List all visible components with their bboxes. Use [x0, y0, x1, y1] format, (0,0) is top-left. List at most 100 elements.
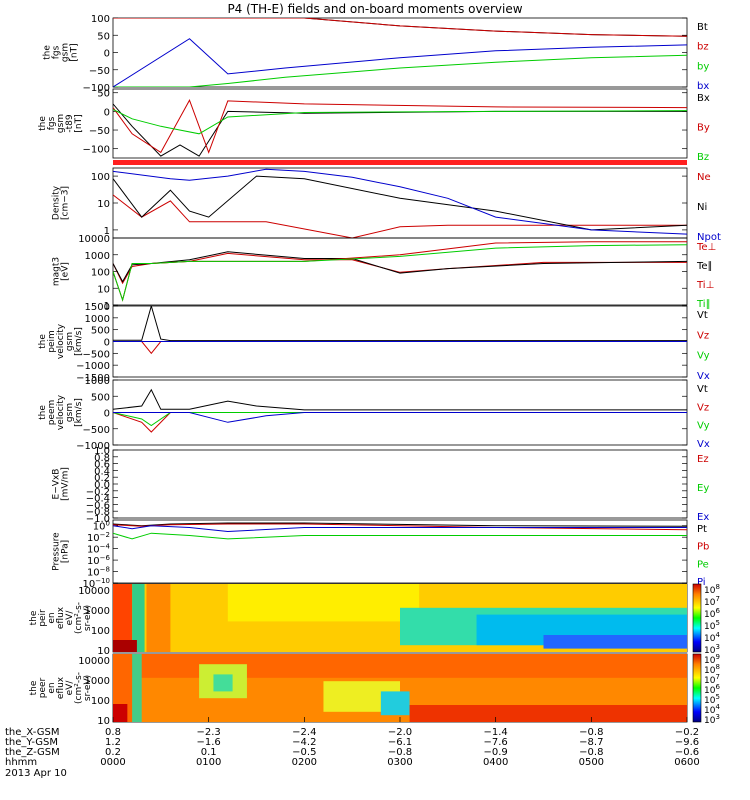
colorbar-tick-label: 106	[704, 683, 720, 696]
x-row-value: 0000	[100, 757, 125, 768]
legend-entry: Vz	[697, 330, 709, 341]
spec-patch	[113, 640, 137, 652]
spec-patch	[113, 584, 133, 652]
y-axis-label: the peim velocity gsm [km/s]	[38, 323, 84, 359]
y-label-line: [km/s]	[74, 398, 84, 427]
legend-entry: Ti∥	[696, 299, 711, 310]
y-label-line: Pressure	[52, 532, 62, 571]
legend-entry: bx	[697, 81, 709, 92]
y-label-line: the	[38, 405, 48, 420]
y-tick-label: −500	[83, 349, 110, 360]
colorbar-tick-label: 105	[704, 693, 720, 706]
spec-patch	[113, 654, 687, 678]
colorbar-tick-label: 104	[704, 631, 720, 644]
y-tick-label: 10	[97, 284, 110, 295]
legend-entry: Vt	[697, 384, 708, 395]
colorbar-tick-label: 105	[704, 619, 720, 632]
x-row-value: −0.8	[579, 747, 603, 758]
legend-entry: Bt	[697, 22, 708, 33]
y-tick-label: −1.0	[86, 514, 110, 525]
y-label-line: en	[47, 682, 57, 693]
legend-entry: Vx	[697, 371, 710, 382]
y-label-line: the	[38, 116, 48, 131]
legend-entry: Vx	[697, 439, 710, 450]
series-line-Pi	[113, 525, 687, 533]
y-label-line: gsm	[65, 332, 75, 351]
series-line-Pt	[113, 522, 687, 527]
spec-patch	[146, 584, 171, 652]
y-tick-label: 0	[104, 49, 110, 60]
x-row-value: −2.4	[292, 727, 316, 738]
y-axis-label: the peem velocity gsm [km/s]	[38, 394, 84, 430]
x-row-value: 0.2	[105, 747, 121, 758]
x-row-value: −0.2	[675, 727, 699, 738]
y-label-line: peem	[47, 400, 57, 426]
x-row-value: −8.7	[579, 737, 603, 748]
y-tick-label: −0.8	[86, 507, 110, 518]
y-tick-label: 10−8	[87, 566, 110, 579]
y-tick-label: 10−6	[87, 554, 111, 567]
y-tick-label: −0.4	[86, 494, 110, 505]
y-tick-label: 50	[97, 31, 110, 42]
x-row-label: hhmm	[5, 757, 37, 768]
y-tick-label: 0	[104, 338, 110, 349]
y-label-line: velocity	[56, 394, 66, 430]
legend-entry: Pi	[697, 577, 706, 588]
panel-efield: 1.00.80.60.40.20.0−0.2−0.4−0.6−0.8−1.0 E−…	[52, 446, 710, 525]
legend-entry: Npot	[697, 232, 721, 243]
y-axis-label: the peir en eflux eV/(cm²-s-sr-eV)	[29, 602, 93, 634]
y-tick-label: −1500	[76, 373, 110, 384]
series-line-Ti⊥	[113, 241, 687, 302]
y-tick-label: 0	[104, 409, 110, 420]
x-row-value: −7.6	[484, 737, 508, 748]
y-tick-label: 10	[97, 199, 110, 210]
y-tick-label: 10−4	[87, 543, 111, 556]
colorbar-tick-label: 109	[704, 653, 720, 666]
series-line-By	[113, 98, 687, 154]
y-tick-label: 1000	[85, 376, 110, 387]
legend-entry: by	[697, 61, 709, 72]
panel-frame	[112, 167, 688, 239]
legend-entry: Vy	[697, 421, 710, 432]
x-axis-group: the_X-GSM 0.8 −2.3 −2.4 −2.0 −1.4 −0.8 −0.2 the_…	[5, 717, 700, 779]
panel-frame	[112, 17, 688, 88]
y-label-line: (cm²-s-	[74, 672, 84, 704]
y-tick-label: 0.0	[94, 480, 110, 491]
y-tick-label: 1000	[85, 251, 110, 262]
chart-title: P4 (TH-E) fields and on-board moments ov…	[227, 2, 522, 16]
y-tick-label: 10000	[78, 234, 110, 245]
y-label-line: the	[38, 334, 48, 349]
y-tick-label: −50	[89, 126, 110, 137]
y-label-line: gsm	[65, 403, 75, 422]
series-line-Ni	[113, 175, 687, 231]
y-label-line: fgs	[52, 45, 62, 59]
y-tick-label: −0.2	[86, 487, 110, 498]
y-label-line: [nT]	[70, 43, 80, 61]
y-label-line: eflux	[56, 676, 66, 699]
y-axis-label: the fgs gsm [nT]	[43, 43, 80, 62]
y-tick-label: 1000	[85, 606, 110, 617]
y-label-line: eV/	[65, 680, 75, 696]
x-row-value: 0100	[196, 757, 221, 768]
y-label-line: magt3	[52, 257, 62, 286]
spec-patch	[113, 704, 128, 722]
y-tick-label: 10000	[78, 586, 110, 597]
y-tick-label: 10−10	[82, 577, 110, 590]
spec-patch	[132, 654, 142, 722]
panel-peem: 1000 500 0 −500 −1000 the peem velocity gsm [km/s…	[38, 376, 710, 452]
y-axis-label: Pressure [nPa]	[52, 532, 71, 571]
colorbar-tick-label: 108	[704, 663, 720, 676]
y-tick-label: 0.8	[94, 453, 110, 464]
series-line-Ne	[113, 194, 687, 238]
y-tick-label: 100	[93, 520, 110, 533]
y-tick-label: 100	[91, 14, 110, 25]
panel-frame	[112, 519, 688, 584]
x-row-value: −1.4	[484, 727, 508, 738]
legend-entry: Ey	[697, 483, 709, 494]
x-row-value: 0200	[292, 757, 317, 768]
y-label-line: fgs	[47, 116, 57, 130]
y-tick-label: 0.6	[94, 460, 110, 471]
y-label-line: -t89	[65, 114, 75, 133]
